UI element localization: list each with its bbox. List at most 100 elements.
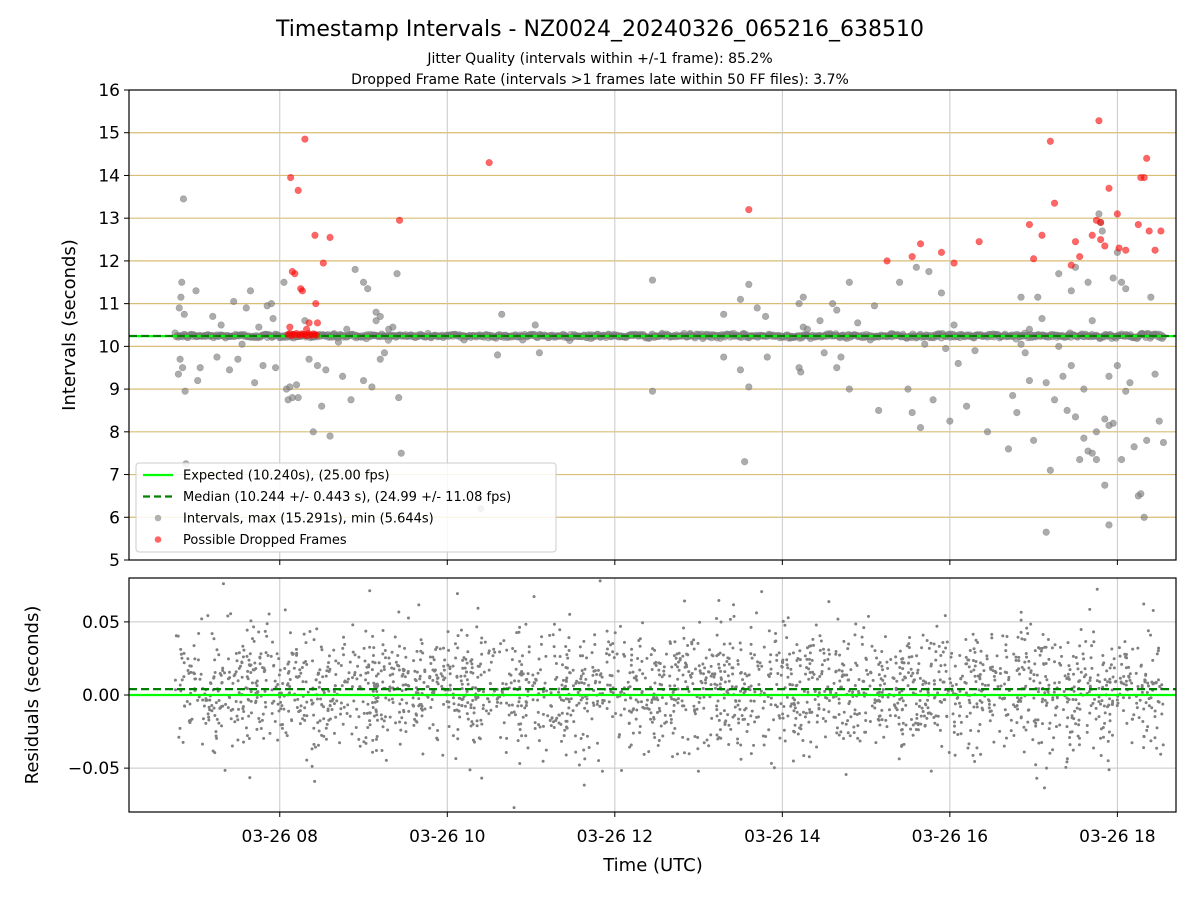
residual-point [1032, 696, 1036, 700]
residual-point [807, 667, 811, 671]
residual-point [560, 663, 564, 667]
residual-point [717, 666, 721, 670]
residual-point [263, 629, 267, 633]
residual-point [1094, 717, 1098, 721]
residual-point [345, 680, 349, 684]
residual-point [986, 683, 990, 687]
residual-point [978, 675, 982, 679]
residual-point [842, 639, 846, 643]
residual-point [357, 715, 361, 719]
residual-point [682, 751, 686, 755]
residual-point [619, 713, 623, 717]
residual-point [988, 709, 992, 713]
residual-point [993, 678, 997, 682]
residual-point [579, 736, 583, 740]
residual-point [897, 716, 901, 720]
residual-point [264, 705, 268, 709]
residual-point [1108, 712, 1112, 716]
residual-point [693, 667, 697, 671]
top-y-tick-label: 5 [109, 551, 120, 571]
residual-point [827, 710, 831, 714]
residual-point [428, 655, 432, 659]
residual-point [419, 649, 423, 653]
residual-point [699, 679, 703, 683]
interval-point [929, 396, 937, 404]
residual-point [827, 652, 831, 656]
residual-point [548, 719, 552, 723]
residual-point [842, 663, 846, 667]
interval-point [1140, 513, 1148, 521]
residual-point [611, 715, 615, 719]
residual-point [1019, 630, 1023, 634]
residual-point [299, 704, 303, 708]
interval-point [946, 417, 954, 425]
residual-point [527, 645, 531, 649]
dropped-frame-point [1115, 244, 1123, 252]
residual-point [978, 722, 982, 726]
residual-point [254, 666, 258, 670]
residual-point [967, 665, 971, 669]
residual-point [504, 682, 508, 686]
residual-point [952, 730, 956, 734]
residual-point [1094, 706, 1098, 710]
residual-point [249, 619, 253, 623]
residual-point [1027, 708, 1031, 712]
residual-point [1134, 671, 1138, 675]
residual-point [1095, 587, 1099, 591]
residual-point [947, 751, 951, 755]
residual-point [936, 691, 940, 695]
residual-point [1079, 628, 1083, 632]
residual-point [1101, 725, 1105, 729]
residual-point [1047, 683, 1051, 687]
residual-point [1081, 652, 1085, 656]
residual-point [1110, 703, 1114, 707]
residual-point [1044, 675, 1048, 679]
residual-point [987, 706, 991, 710]
interval-point [866, 336, 874, 344]
residual-point [1108, 666, 1112, 670]
residual-point [502, 639, 506, 643]
residual-point [727, 723, 731, 727]
residual-point [897, 722, 901, 726]
residual-point [310, 747, 314, 751]
residual-point [837, 701, 841, 705]
residual-point [676, 687, 680, 691]
residual-point [805, 657, 809, 661]
residual-point [256, 690, 260, 694]
residual-point [674, 663, 678, 667]
residual-point [753, 720, 757, 724]
residual-point [796, 732, 800, 736]
residual-point [381, 652, 385, 656]
x-tick-label: 03-26 14 [744, 827, 820, 847]
residual-point [622, 707, 626, 711]
residual-point [982, 669, 986, 673]
residual-point [605, 660, 609, 664]
residual-point [657, 668, 661, 672]
residual-point [193, 677, 197, 681]
residual-point [968, 701, 972, 705]
residual-point [592, 703, 596, 707]
residual-point [1160, 712, 1164, 716]
interval-point [176, 355, 184, 363]
residual-point [258, 656, 262, 660]
residual-point [774, 631, 778, 635]
residual-point [273, 679, 277, 683]
interval-point [322, 366, 330, 374]
residual-point [638, 668, 642, 672]
residual-point [461, 697, 465, 701]
residual-point [440, 684, 444, 688]
residual-point [229, 612, 233, 616]
residual-point [860, 635, 864, 639]
residual-point [266, 654, 270, 658]
residual-point [655, 710, 659, 714]
residual-point [1144, 701, 1148, 705]
residual-point [973, 664, 977, 668]
residual-point [447, 705, 451, 709]
residual-point [244, 726, 248, 730]
residual-point [1025, 626, 1029, 630]
residual-point [534, 677, 538, 681]
residual-point [687, 689, 691, 693]
residual-point [873, 701, 877, 705]
residual-point [1151, 658, 1155, 662]
residual-point [1022, 750, 1026, 754]
